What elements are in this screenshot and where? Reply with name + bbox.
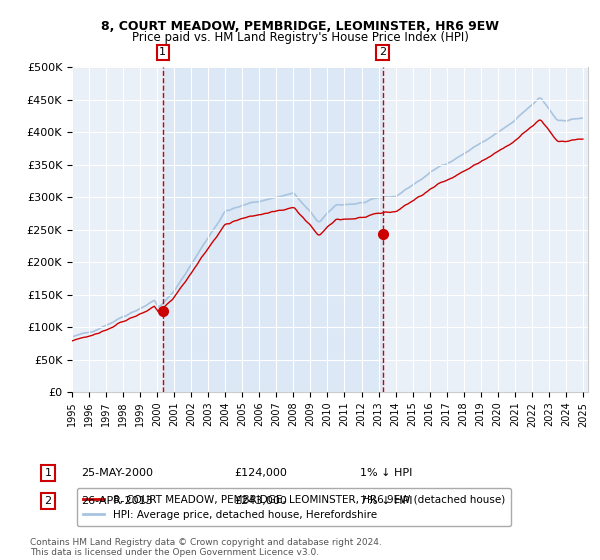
Text: 2: 2 [379,48,386,58]
Text: 25-MAY-2000: 25-MAY-2000 [81,468,153,478]
Text: Price paid vs. HM Land Registry's House Price Index (HPI): Price paid vs. HM Land Registry's House … [131,31,469,44]
Text: 8, COURT MEADOW, PEMBRIDGE, LEOMINSTER, HR6 9EW: 8, COURT MEADOW, PEMBRIDGE, LEOMINSTER, … [101,20,499,32]
Text: 1: 1 [160,48,166,58]
Text: 26-APR-2013: 26-APR-2013 [81,496,152,506]
Text: £243,000: £243,000 [234,496,287,506]
Bar [163,67,383,392]
Text: £124,000: £124,000 [234,468,287,478]
Legend: 8, COURT MEADOW, PEMBRIDGE, LEOMINSTER, HR6 9EW (detached house), HPI: Average p: 8, COURT MEADOW, PEMBRIDGE, LEOMINSTER, … [77,488,511,526]
Text: 7% ↓ HPI: 7% ↓ HPI [360,496,413,506]
Text: 2: 2 [44,496,52,506]
Text: Contains HM Land Registry data © Crown copyright and database right 2024.
This d: Contains HM Land Registry data © Crown c… [30,538,382,557]
Text: 1% ↓ HPI: 1% ↓ HPI [360,468,412,478]
Text: 1: 1 [44,468,52,478]
